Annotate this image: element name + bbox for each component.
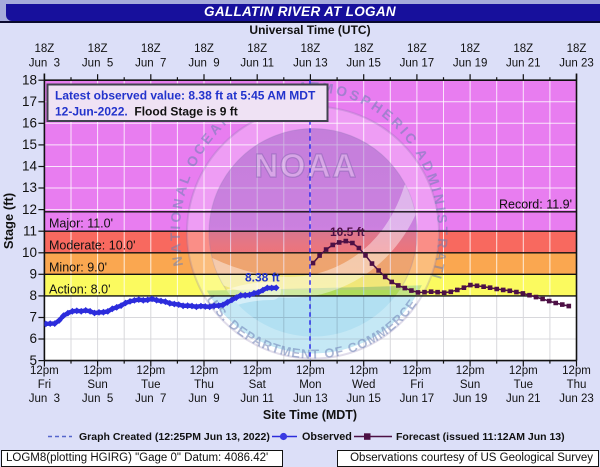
svg-text:Forecast (issued 11:12AM Jun 1: Forecast (issued 11:12AM Jun 13) xyxy=(396,431,565,443)
svg-text:15: 15 xyxy=(22,137,37,152)
svg-text:Jun 11: Jun 11 xyxy=(240,58,274,70)
svg-text:Observed: Observed xyxy=(302,431,352,443)
svg-text:Jun 15: Jun 15 xyxy=(346,58,381,70)
svg-text:6: 6 xyxy=(29,331,37,346)
svg-text:Sat: Sat xyxy=(249,379,267,391)
svg-text:12pm: 12pm xyxy=(509,365,538,377)
svg-text:18Z: 18Z xyxy=(88,43,108,55)
svg-text:8.38 ft: 8.38 ft xyxy=(245,271,280,285)
svg-text:Jun 23: Jun 23 xyxy=(559,393,594,405)
svg-text:NOAA: NOAA xyxy=(254,147,357,184)
svg-text:Jun 11: Jun 11 xyxy=(240,393,274,405)
svg-text:Minor: 9.0': Minor: 9.0' xyxy=(49,261,107,275)
svg-text:Thu: Thu xyxy=(194,379,214,391)
svg-text:Jun 9: Jun 9 xyxy=(188,58,219,70)
svg-text:18Z: 18Z xyxy=(354,43,374,55)
svg-text:12pm: 12pm xyxy=(136,365,165,377)
svg-text:12: 12 xyxy=(22,202,37,217)
svg-text:Sun: Sun xyxy=(460,379,480,391)
svg-text:Jun 19: Jun 19 xyxy=(453,58,488,70)
svg-text:Jun 13: Jun 13 xyxy=(293,58,328,70)
svg-text:Thu: Thu xyxy=(567,379,587,391)
svg-text:5: 5 xyxy=(29,353,37,368)
svg-text:Jun 21: Jun 21 xyxy=(506,393,541,405)
svg-text:18Z: 18Z xyxy=(34,43,54,55)
svg-text:Sun: Sun xyxy=(87,379,107,391)
svg-text:Jun 5: Jun 5 xyxy=(82,58,113,70)
svg-text:8: 8 xyxy=(29,288,37,303)
svg-text:14: 14 xyxy=(22,159,38,174)
svg-text:Tue: Tue xyxy=(514,379,533,391)
svg-text:12pm: 12pm xyxy=(243,365,272,377)
svg-text:Wed: Wed xyxy=(352,379,375,391)
svg-text:18Z: 18Z xyxy=(300,43,320,55)
svg-text:12pm: 12pm xyxy=(30,365,59,377)
svg-text:Jun 7: Jun 7 xyxy=(135,393,166,405)
svg-text:12-Jun-2022. Flood Stage is 9: 12-Jun-2022. Flood Stage is 9 ft xyxy=(55,105,238,119)
svg-text:18Z: 18Z xyxy=(141,43,161,55)
svg-text:18Z: 18Z xyxy=(460,43,480,55)
svg-text:Jun 17: Jun 17 xyxy=(400,58,435,70)
svg-text:Jun 13: Jun 13 xyxy=(293,393,328,405)
svg-text:Mon: Mon xyxy=(299,379,321,391)
svg-text:Fri: Fri xyxy=(38,379,51,391)
svg-text:Tue: Tue xyxy=(141,379,160,391)
svg-text:13: 13 xyxy=(22,180,37,195)
svg-text:10: 10 xyxy=(22,245,37,260)
svg-text:12pm: 12pm xyxy=(456,365,485,377)
svg-text:12pm: 12pm xyxy=(403,365,432,377)
svg-text:12pm: 12pm xyxy=(562,365,591,377)
svg-text:Site Time (MDT): Site Time (MDT) xyxy=(263,408,357,422)
svg-text:Moderate: 10.0': Moderate: 10.0' xyxy=(49,239,135,253)
svg-text:Jun 23: Jun 23 xyxy=(559,58,594,70)
svg-text:10.5 ft: 10.5 ft xyxy=(330,225,365,239)
svg-text:7: 7 xyxy=(29,310,37,325)
svg-text:18Z: 18Z xyxy=(194,43,214,55)
svg-text:12pm: 12pm xyxy=(83,365,112,377)
svg-text:Jun 5: Jun 5 xyxy=(82,393,113,405)
svg-text:12pm: 12pm xyxy=(190,365,219,377)
svg-text:18: 18 xyxy=(22,72,37,87)
svg-text:Jun 3: Jun 3 xyxy=(29,58,60,70)
svg-text:Latest observed value: 8.38 ft: Latest observed value: 8.38 ft at 5:45 A… xyxy=(55,89,316,103)
svg-text:12pm: 12pm xyxy=(349,365,378,377)
svg-text:Record: 11.9': Record: 11.9' xyxy=(499,198,572,212)
svg-text:12pm: 12pm xyxy=(296,365,325,377)
svg-text:Jun 3: Jun 3 xyxy=(29,393,60,405)
svg-text:11: 11 xyxy=(23,223,37,238)
svg-text:Jun 21: Jun 21 xyxy=(506,58,541,70)
svg-text:17: 17 xyxy=(22,94,37,109)
svg-text:Fri: Fri xyxy=(410,379,423,391)
svg-text:18Z: 18Z xyxy=(247,43,267,55)
svg-text:16: 16 xyxy=(22,116,37,131)
svg-text:Stage (ft): Stage (ft) xyxy=(1,193,16,249)
svg-text:Jun 17: Jun 17 xyxy=(400,393,435,405)
svg-text:18Z: 18Z xyxy=(513,43,533,55)
svg-text:Major: 11.0': Major: 11.0' xyxy=(49,217,113,231)
svg-text:Jun 19: Jun 19 xyxy=(453,393,488,405)
svg-text:Jun 9: Jun 9 xyxy=(188,393,219,405)
svg-text:Jun 7: Jun 7 xyxy=(135,58,166,70)
svg-text:9: 9 xyxy=(29,267,37,282)
svg-text:Graph Created (12:25PM Jun 13,: Graph Created (12:25PM Jun 13, 2022) xyxy=(79,431,270,443)
svg-text:18Z: 18Z xyxy=(407,43,427,55)
svg-text:Jun 15: Jun 15 xyxy=(346,393,381,405)
svg-text:18Z: 18Z xyxy=(567,43,587,55)
svg-text:Action: 8.0': Action: 8.0' xyxy=(49,283,110,297)
